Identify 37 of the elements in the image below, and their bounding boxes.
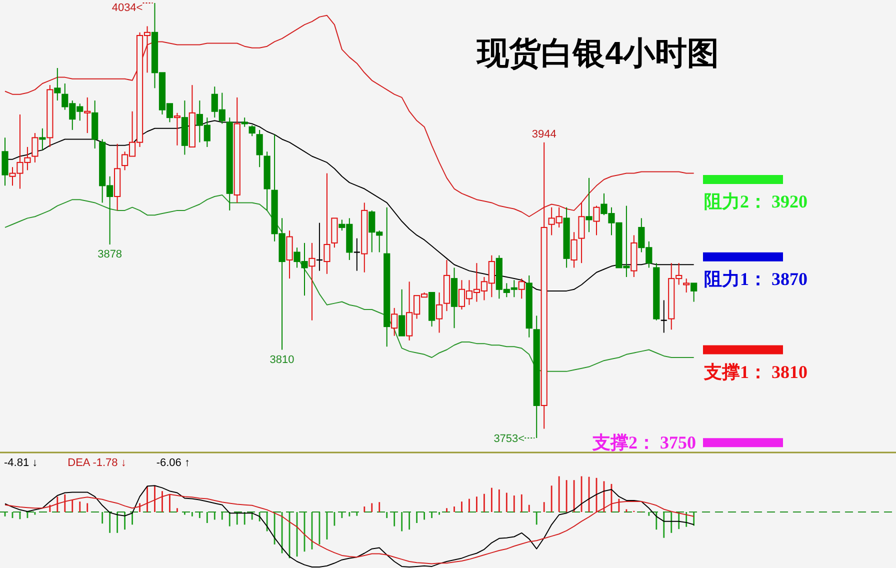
ref-line-label: 阻力1： 3870 bbox=[704, 268, 808, 289]
candlestick bbox=[586, 177, 592, 233]
candlestick bbox=[324, 172, 330, 274]
candlestick bbox=[593, 205, 600, 236]
annotation: 3878 bbox=[98, 248, 122, 260]
candlestick bbox=[174, 112, 181, 146]
ref-line-label: 阻力2： 3920 bbox=[704, 191, 808, 212]
ref-line-label: 支撑2： 3750 bbox=[592, 432, 696, 453]
candlestick bbox=[436, 292, 443, 334]
text: -4.81 ↓ bbox=[4, 457, 38, 469]
candlestick bbox=[2, 137, 8, 186]
candlestick bbox=[690, 282, 698, 302]
candlestick bbox=[241, 117, 248, 128]
ref-line-label: 支撑1： 3810 bbox=[703, 362, 808, 382]
text: 现货白银4小时图 bbox=[476, 35, 719, 71]
candlestick bbox=[683, 278, 690, 293]
annotation: 3753< bbox=[494, 433, 525, 445]
candlestick bbox=[391, 307, 398, 336]
annotation: 4034< bbox=[112, 2, 143, 14]
candlestick bbox=[54, 68, 61, 102]
annotation: 3944 bbox=[532, 128, 556, 140]
candlestick bbox=[39, 128, 46, 151]
candlestick bbox=[398, 288, 406, 336]
candlestick bbox=[578, 202, 585, 264]
candlestick bbox=[308, 242, 316, 321]
candlestick bbox=[286, 230, 293, 280]
text: DEA -1.78 ↓ bbox=[68, 457, 126, 469]
candlestick bbox=[660, 300, 668, 334]
candlestick bbox=[256, 129, 263, 168]
candlestick bbox=[248, 124, 256, 137]
candlestick bbox=[32, 132, 38, 163]
candlestick bbox=[570, 232, 578, 268]
candlestick bbox=[84, 96, 91, 134]
annotation: 3810 bbox=[270, 354, 294, 366]
candlestick bbox=[518, 278, 525, 300]
candlestick bbox=[353, 238, 361, 272]
text: -6.06 ↑ bbox=[156, 457, 190, 469]
